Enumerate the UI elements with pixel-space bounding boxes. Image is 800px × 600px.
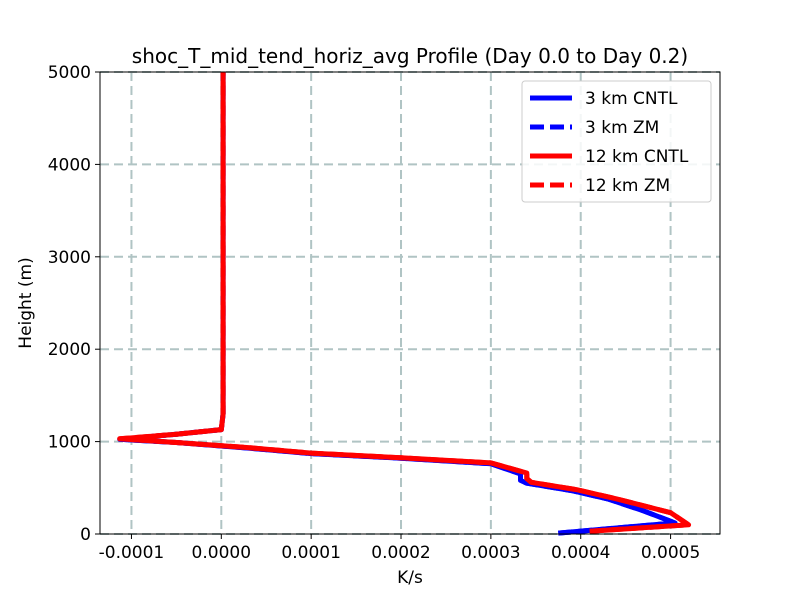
y-tick-label: 3000 (48, 248, 91, 268)
x-axis-label: K/s (397, 568, 423, 588)
legend-label: 3 km ZM (585, 118, 659, 138)
series-lines (117, 72, 692, 536)
y-axis-ticks: 0 1000 2000 3000 4000 5000 (48, 63, 100, 545)
y-tick-label: 0 (80, 525, 91, 545)
y-tick-label: 1000 (48, 433, 91, 453)
x-tick-label: 0.0000 (192, 543, 251, 563)
legend-label: 12 km CNTL (585, 147, 689, 167)
x-tick-label: 0.0003 (461, 543, 520, 563)
x-tick-label: 0.0001 (281, 543, 340, 563)
y-axis-label: Height (m) (16, 257, 36, 348)
legend-label: 3 km CNTL (585, 89, 678, 109)
legend-label: 12 km ZM (585, 176, 670, 196)
legend-box (521, 80, 712, 203)
x-axis-ticks: -0.0001 0.0000 0.0001 0.0002 0.0003 0.0004 0.0… (99, 534, 700, 563)
x-tick-label: 0.0004 (551, 543, 610, 563)
x-tick-label: 0.0005 (641, 543, 700, 563)
chart-title: shoc_T_mid_tend_horiz_avg Profile (Day 0… (132, 44, 688, 68)
plot-frame (99, 71, 721, 535)
x-tick-label: 0.0002 (371, 543, 430, 563)
y-tick-label: 2000 (48, 340, 91, 360)
legend: 3 km CNTL 3 km ZM 12 km CNTL 12 km ZM (521, 80, 712, 203)
y-tick-label: 4000 (48, 155, 91, 175)
y-tick-label: 5000 (48, 63, 91, 83)
series-line-12-km-zm (117, 72, 692, 534)
x-tick-label: -0.0001 (99, 543, 165, 563)
